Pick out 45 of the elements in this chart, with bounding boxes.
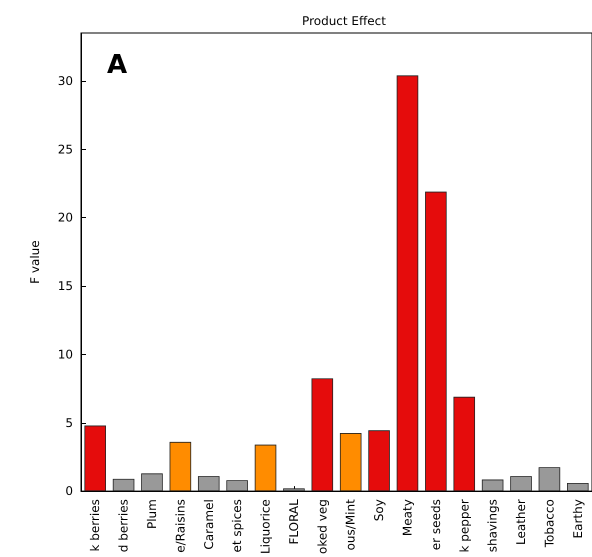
x-tick-label: Liquorice (258, 499, 273, 554)
bar (141, 473, 163, 492)
bar (112, 478, 134, 492)
y-tick-label: 15 (58, 279, 73, 294)
x-tick-label: oked veg (315, 499, 330, 554)
bar (312, 378, 334, 492)
bar (482, 480, 504, 492)
x-tick-label: Soy (372, 499, 386, 522)
bar (226, 480, 248, 492)
x-tick-label: d berries (116, 499, 131, 552)
x-tick-label: e/Raisins (173, 499, 188, 553)
x-tick-label: ous/Mint (344, 498, 358, 550)
y-tick-label: 5 (65, 416, 73, 430)
bar (368, 430, 390, 492)
bar (538, 467, 560, 492)
x-tick-label: k pepper (457, 499, 472, 552)
x-tick-label: Meaty (400, 499, 414, 536)
x-tick-label: Plum (144, 499, 159, 530)
bar (170, 442, 192, 492)
y-tick-label: 30 (58, 74, 73, 88)
x-tick-label: Caramel (202, 499, 216, 550)
x-tick-label: er seeds (428, 499, 443, 550)
bar (567, 482, 589, 492)
x-tick-label: Tobacco (542, 499, 556, 548)
x-tick-label: et spices (230, 499, 244, 553)
y-axis-title: F value (28, 240, 42, 284)
x-tick-label: Leather (514, 499, 528, 546)
y-tick-label: 25 (58, 142, 73, 156)
bar (340, 433, 362, 492)
bar (453, 396, 476, 492)
x-tick-label: shavings (486, 499, 500, 552)
bar (198, 476, 220, 492)
x-tick-label: Earthy (570, 499, 585, 538)
x-tick-label: k berries (88, 499, 102, 552)
y-tick-label: 20 (58, 210, 73, 225)
bar (425, 192, 447, 492)
chart-title: Product Effect (302, 14, 386, 28)
bar (396, 75, 418, 492)
annotation: A (107, 50, 128, 80)
bar (510, 476, 532, 492)
bar (84, 426, 106, 492)
y-tick-label: 10 (58, 347, 73, 362)
x-tick-label: FLORAL (286, 498, 301, 545)
bar (254, 444, 276, 492)
y-tick-label: 0 (65, 484, 73, 498)
